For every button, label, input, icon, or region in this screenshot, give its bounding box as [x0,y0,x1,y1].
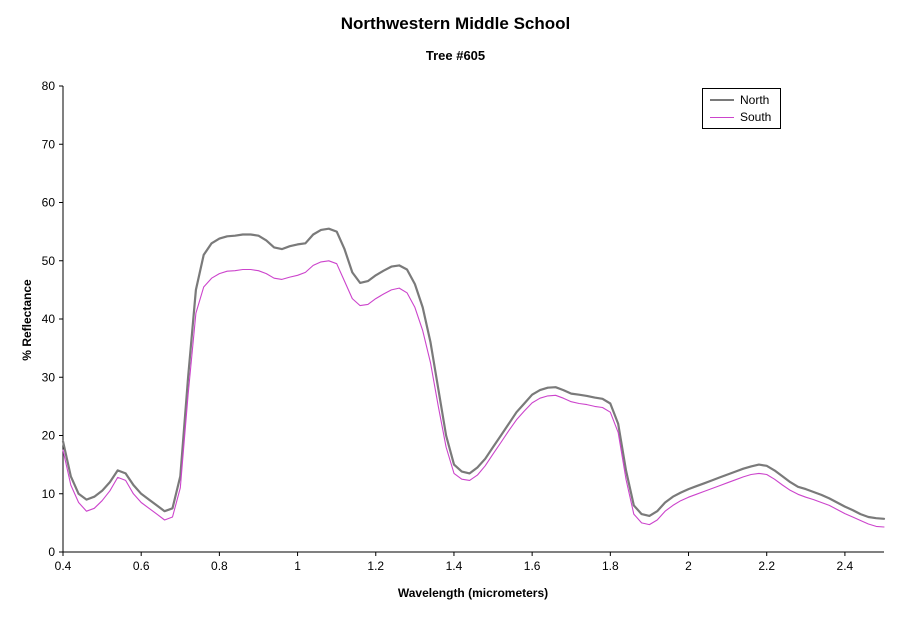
chart-subtitle: Tree #605 [425,48,486,63]
y-axis-label: % Reflectance [20,279,34,361]
legend-label: South [740,110,772,124]
y-tick-label: 10 [42,487,56,501]
y-tick-label: 20 [42,429,56,443]
x-tick-label: 1 [294,559,301,573]
y-tick-label: 50 [42,254,56,268]
series-line-south [62,260,885,528]
x-tick-label: 2 [685,559,692,573]
x-tick-label: 2.2 [758,559,775,573]
series-line-north [61,227,886,520]
legend-label: North [740,93,770,107]
y-tick-label: 30 [42,370,56,384]
y-tick-label: 70 [42,137,56,151]
x-tick-label: 0.4 [55,559,72,573]
x-tick-label: 1.6 [524,559,541,573]
legend-entry-north: North [710,94,771,106]
y-tick-label: 80 [42,79,56,93]
legend-line-swatch [710,116,734,118]
y-tick-label: 40 [42,312,56,326]
x-tick-label: 0.6 [133,559,150,573]
x-tick-label: 1.2 [367,559,384,573]
legend: North South [702,88,782,129]
legend-line-swatch [710,99,734,101]
x-tick-label: 0.8 [211,559,228,573]
x-axis-label: Wavelength (micrometers) [397,586,549,600]
legend-entry-south: South [710,111,771,123]
y-tick-label: 0 [48,545,55,559]
x-tick-label: 1.8 [602,559,619,573]
x-tick-label: 1.4 [446,559,463,573]
y-tick-label: 60 [42,196,56,210]
x-tick-label: 2.4 [837,559,854,573]
chart-title: Northwestern Middle School [340,14,571,33]
